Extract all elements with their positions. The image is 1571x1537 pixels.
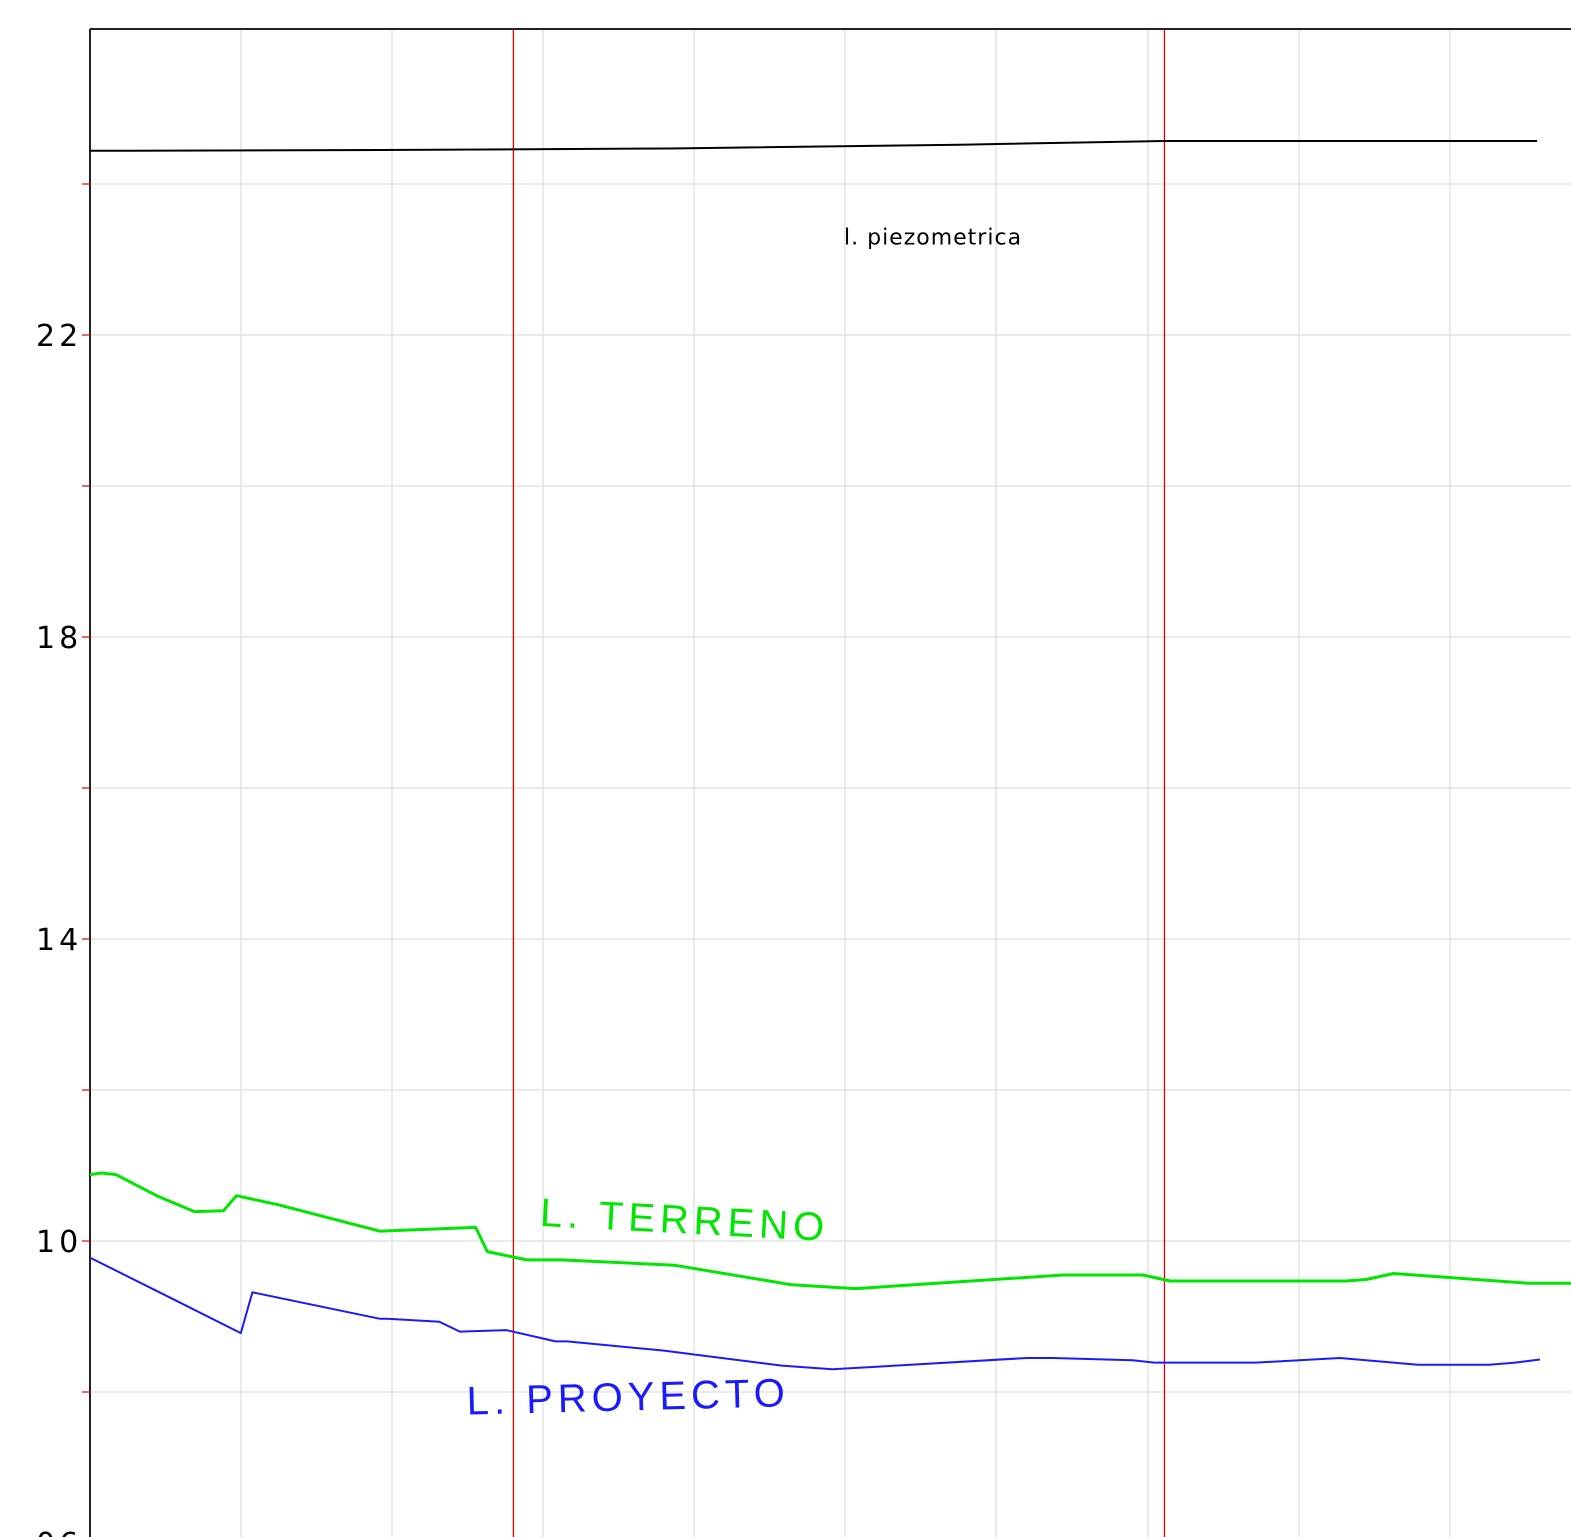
series-terreno [89, 1171, 1571, 1291]
y-tick-label: 18 [36, 621, 82, 656]
tick-labels: 06 10 14 18 22 [36, 319, 82, 1537]
y-tick-label: 22 [36, 319, 82, 354]
y-tick-label: 06 [36, 1527, 82, 1537]
series-lines [89, 140, 1571, 1371]
vertical-markers [512, 29, 1166, 1537]
y-tick-label: 10 [36, 1225, 82, 1260]
axes [82, 28, 1571, 1537]
y-tick-label: 14 [36, 923, 82, 958]
annotation-proyecto: L. PROYECTO [466, 1371, 790, 1423]
grid-lines [90, 29, 1571, 1537]
annotation-piezo: l. piezometrica [844, 225, 1022, 250]
series-proyecto [89, 1256, 1541, 1371]
series-piezometrica [89, 140, 1538, 152]
